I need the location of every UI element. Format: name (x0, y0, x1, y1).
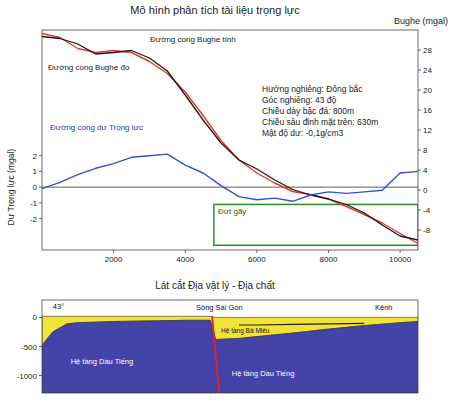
fault-line (212, 316, 219, 393)
axis-title: Bughe (mgal) (394, 16, 448, 26)
y2-tick (418, 70, 421, 71)
series-label: Đường cong dư Trọng lực (50, 123, 143, 132)
y2-tick-label: 20 (423, 86, 432, 95)
x-tick-label: 10000 (389, 255, 412, 264)
y2-tick (418, 90, 421, 91)
y-tick-label: -2 (30, 215, 38, 224)
annotation: Chiều sâu đỉnh mặt trên: 630m (262, 117, 378, 127)
y2-tick (418, 50, 421, 51)
annotation: Kênh (375, 303, 393, 312)
series-label: Đường cong Bughe tính (150, 35, 236, 44)
y-tick (39, 218, 42, 219)
y-tick (39, 155, 42, 156)
y2-tick-label: -4 (423, 206, 431, 215)
series-line (42, 34, 418, 244)
plot-frame (42, 300, 418, 393)
y2-tick-label: -8 (423, 226, 431, 235)
highlight-box (214, 204, 418, 245)
section-line (239, 323, 364, 325)
x-tick (256, 250, 257, 253)
x-axis-line (42, 187, 418, 188)
y2-tick-label: 16 (423, 106, 432, 115)
x-tick (113, 250, 114, 253)
y2-tick-label: 0 (423, 186, 428, 195)
series-line (42, 37, 418, 241)
plot-area (42, 34, 418, 246)
profile-chart: Mô hình phân tích tài liệu trọng lực Bugh… (6, 4, 448, 264)
y-tick-label: 0 (33, 313, 38, 322)
y-tick (39, 375, 42, 376)
y2-tick-label: 28 (423, 46, 432, 55)
series-line (42, 154, 418, 201)
y-tick-label: 1 (33, 167, 38, 176)
y2-tick-label: 12 (423, 126, 432, 135)
x-tick (185, 250, 186, 253)
x-tick (328, 250, 329, 253)
plot-area (42, 316, 418, 393)
highlight-label: Đứt gãy (218, 207, 246, 216)
y2-tick (418, 150, 421, 151)
y2-tick (418, 110, 421, 111)
annotation: Hệ tầng Bà Miêu (221, 326, 270, 335)
y-tick-label: -500 (21, 343, 38, 352)
y2-tick-label: 4 (423, 166, 428, 175)
page: {"chart_data": [ {"type": "line", "title… (0, 0, 453, 400)
title: Mô hình phân tích tài liệu trọng lực (130, 4, 300, 16)
y2-tick (418, 170, 421, 171)
annotation: Mật độ dư: -0,1g/cm3 (262, 128, 344, 138)
annotation: Sông Sài Gòn (196, 303, 243, 312)
annotation: Hệ tầng Dầu Tiếng (71, 357, 134, 366)
x-tick (400, 250, 401, 253)
section-chart: Lát cắt Địa vật lý - Địa chất -1000 -500 0 4… (17, 279, 418, 393)
y-tick (39, 317, 42, 318)
y2-tick-label: 8 (423, 146, 428, 155)
y-tick-label: 0 (33, 183, 38, 192)
y-tick-label: -1 (30, 199, 38, 208)
y2-tick (418, 130, 421, 131)
y-tick-label: -1000 (17, 372, 38, 381)
x-tick-label: 8000 (320, 255, 338, 264)
annotation: Hệ tầng Dầu Tiếng (232, 369, 295, 378)
plot-frame (42, 30, 418, 250)
annotation: Góc nghiêng: 43 độ (262, 95, 336, 105)
x-tick-label: 4000 (176, 255, 194, 264)
x-tick-label: 6000 (248, 255, 266, 264)
annotation: Hướng nghiêng: Đông bắc (262, 84, 363, 94)
y-tick (39, 202, 42, 203)
y-tick (39, 346, 42, 347)
y2-tick (418, 210, 421, 211)
series-label: Đường cong Bughe đo (48, 63, 130, 72)
axis-title: Dư Trọng lực (mgal) (6, 149, 16, 226)
y2-tick-label: 24 (423, 66, 432, 75)
title: Lát cắt Địa vật lý - Địa chất (155, 279, 275, 291)
section-layer (42, 320, 418, 393)
x-tick-label: 2000 (105, 255, 123, 264)
figure: Mô hình phân tích tài liệu trọng lực Bugh… (0, 0, 453, 400)
y-tick (39, 171, 42, 172)
y2-tick (418, 190, 421, 191)
y2-tick (418, 230, 421, 231)
annotation: Chiều dày bậc đá: 800m (262, 106, 354, 116)
y-tick (39, 187, 42, 188)
y-tick-label: 2 (33, 152, 38, 161)
annotation: 43° (53, 302, 64, 311)
